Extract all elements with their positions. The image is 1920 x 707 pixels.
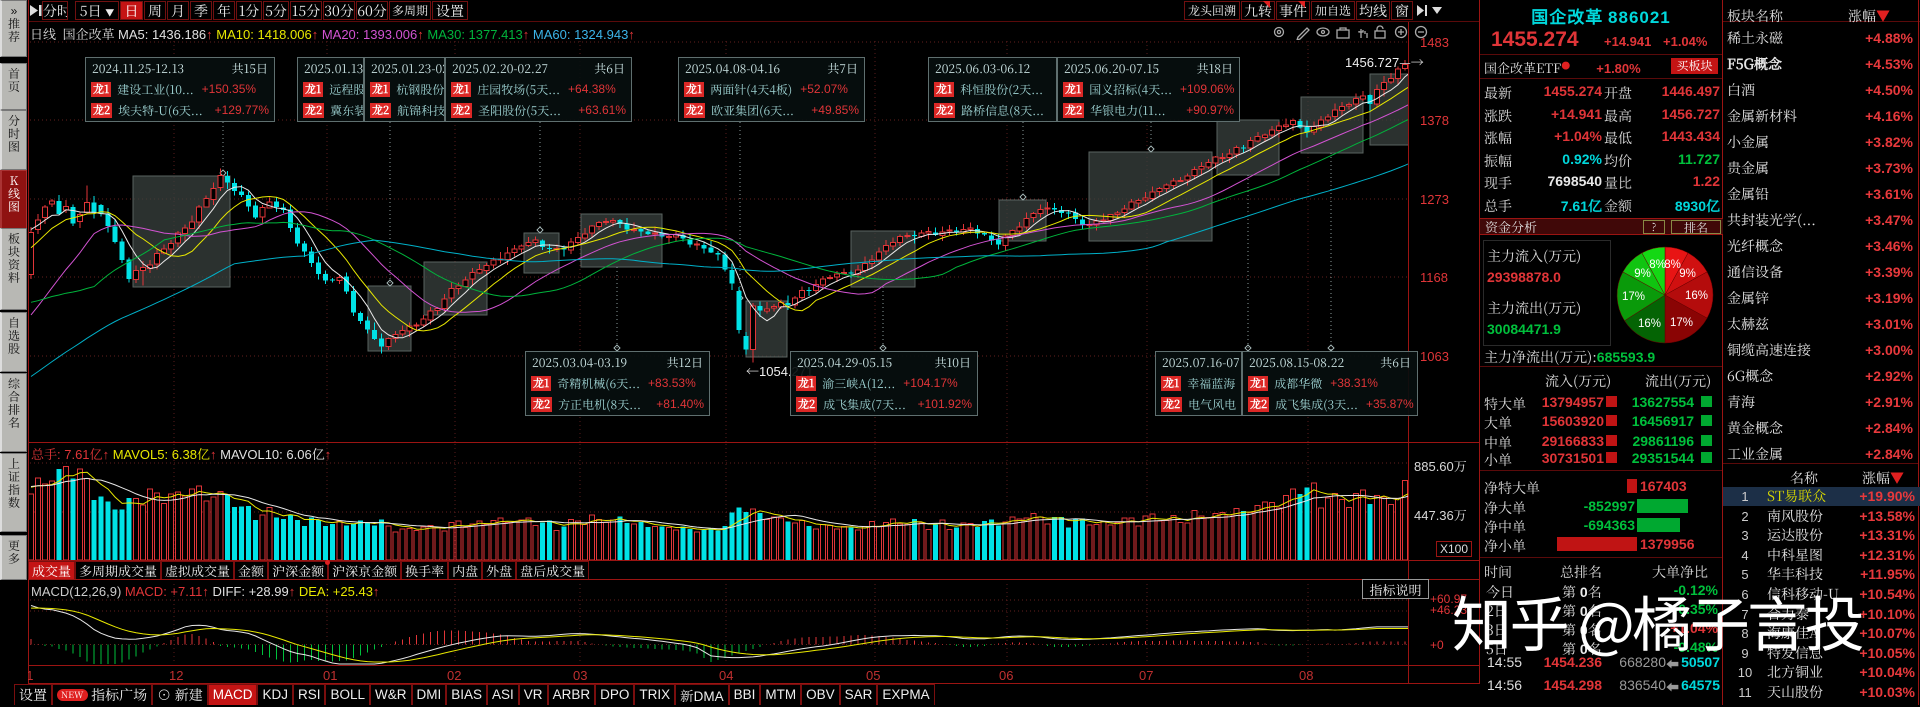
svg-text:17%: 17%: [1622, 291, 1645, 303]
svg-text:9%: 9%: [1634, 268, 1651, 280]
svg-text:16%: 16%: [1685, 290, 1708, 302]
svg-text:8%: 8%: [1664, 259, 1681, 271]
svg-text:9%: 9%: [1679, 268, 1696, 280]
svg-text:16%: 16%: [1638, 318, 1661, 330]
svg-text:8%: 8%: [1649, 259, 1666, 271]
svg-text:17%: 17%: [1670, 317, 1693, 329]
